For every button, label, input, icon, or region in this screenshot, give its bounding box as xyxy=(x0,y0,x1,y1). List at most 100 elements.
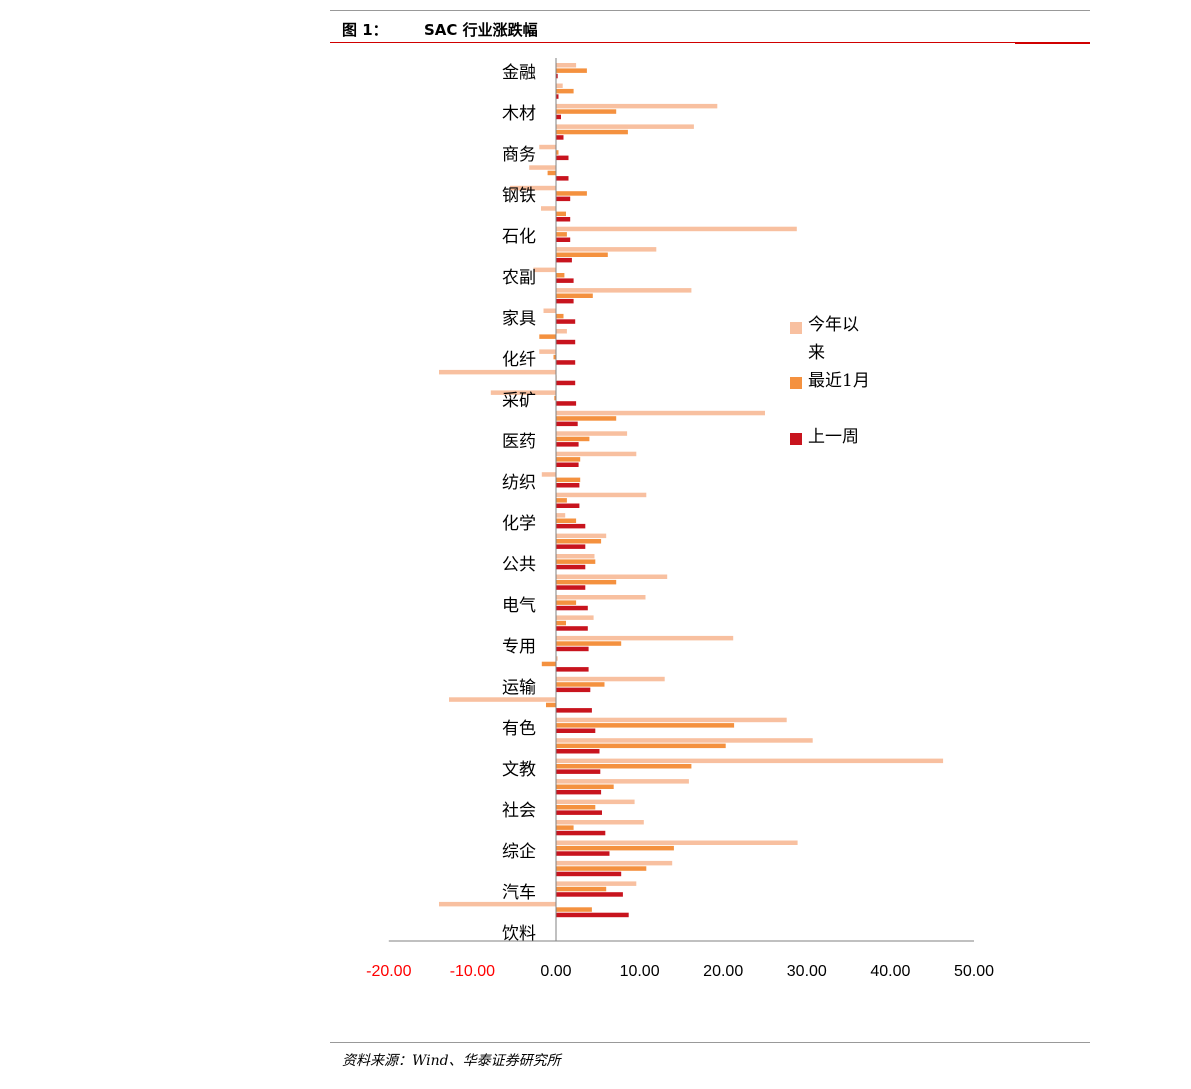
bar-month xyxy=(556,252,608,257)
figure-label: 图 1： xyxy=(342,21,388,39)
bar-month xyxy=(556,825,574,830)
bar-ytd xyxy=(556,779,689,784)
bar-week xyxy=(556,769,601,774)
bar-week xyxy=(556,523,586,529)
bar-week xyxy=(556,196,571,202)
bar-ytd xyxy=(556,451,637,457)
bottom-rule xyxy=(330,1042,1090,1043)
bar-ytd xyxy=(543,308,556,313)
bar-week xyxy=(556,442,579,447)
bar-week xyxy=(556,646,589,652)
category-label: 金融 xyxy=(502,63,536,83)
bar-week xyxy=(556,135,564,140)
category-label: 饮料 xyxy=(502,924,536,944)
category-label: 木材 xyxy=(502,104,536,124)
bar-ytd xyxy=(556,595,646,600)
bar-month xyxy=(556,191,587,196)
bar-ytd xyxy=(541,206,556,211)
bar-month xyxy=(556,129,628,135)
bar-month xyxy=(554,395,556,401)
bar-month xyxy=(556,68,587,73)
bar-ytd xyxy=(556,758,944,764)
bar-month xyxy=(556,457,581,462)
bar-month xyxy=(556,682,605,687)
bar-ytd xyxy=(556,738,813,743)
top-rule xyxy=(330,10,1090,11)
legend-label: 上一周 xyxy=(808,427,859,447)
bar-month xyxy=(556,88,574,94)
category-label: 公共 xyxy=(502,555,536,575)
bar-ytd xyxy=(556,226,797,232)
bar-month xyxy=(546,702,556,708)
bar-ytd xyxy=(556,329,567,334)
bar-week xyxy=(556,155,569,161)
bar-week xyxy=(556,687,591,693)
bar-ytd xyxy=(556,656,558,661)
bar-month xyxy=(556,620,566,626)
bar-week xyxy=(556,114,561,120)
bar-week xyxy=(556,483,580,488)
bar-ytd xyxy=(490,390,556,395)
bar-week xyxy=(556,667,589,672)
legend-label-cont: 来 xyxy=(808,343,825,363)
bar-week xyxy=(556,564,586,570)
bar-week xyxy=(556,298,574,304)
bar-ytd xyxy=(556,103,718,109)
title-rule-accent xyxy=(1015,42,1090,44)
category-label: 社会 xyxy=(502,801,536,821)
bar-month xyxy=(556,477,581,483)
bar-week xyxy=(556,605,588,611)
bar-month xyxy=(541,661,556,667)
bar-month xyxy=(556,886,607,892)
category-label: 电气 xyxy=(502,596,536,616)
bar-ytd xyxy=(556,431,628,436)
bar-week xyxy=(556,237,571,242)
source-note: 资料来源：Wind、华泰证券研究所 xyxy=(342,1053,561,1069)
bar-month xyxy=(556,723,735,728)
bar-week xyxy=(556,749,600,754)
figure-title-text: SAC 行业涨跌幅 xyxy=(424,21,538,39)
bar-week xyxy=(556,728,596,733)
bar-month xyxy=(556,313,564,319)
bar-ytd xyxy=(449,697,556,702)
bar-week xyxy=(556,401,577,406)
bar-ytd xyxy=(439,369,556,375)
bar-month xyxy=(556,518,577,523)
category-label: 有色 xyxy=(502,719,536,739)
bar-ytd xyxy=(556,860,673,866)
legend-label: 今年以 xyxy=(808,315,859,335)
category-label: 商务 xyxy=(502,145,536,165)
bar-week xyxy=(556,73,558,79)
category-label: 专用 xyxy=(502,637,536,657)
bar-ytd xyxy=(556,574,668,579)
bar-week xyxy=(556,708,592,713)
bar-month xyxy=(556,764,692,769)
bar-ytd xyxy=(529,165,556,170)
bar-ytd xyxy=(541,472,556,477)
category-label: 文教 xyxy=(502,760,536,780)
bar-week xyxy=(556,360,576,365)
bar-ytd xyxy=(556,410,765,416)
legend-swatch xyxy=(790,377,802,389)
x-tick-label: 40.00 xyxy=(870,963,910,980)
bar-ytd xyxy=(510,185,556,191)
x-tick-label: 0.00 xyxy=(540,963,571,980)
category-label: 采矿 xyxy=(502,391,536,411)
bar-month xyxy=(556,273,565,278)
bar-month xyxy=(556,211,566,217)
legend-swatch xyxy=(790,433,802,445)
bar-ytd xyxy=(539,349,556,354)
bar-ytd xyxy=(556,124,694,129)
bar-month xyxy=(556,579,617,585)
bar-ytd xyxy=(556,554,595,559)
bar-ytd xyxy=(439,901,556,907)
bar-ytd xyxy=(556,615,594,620)
bar-week xyxy=(556,851,610,856)
bar-month xyxy=(556,293,593,298)
bar-month xyxy=(556,641,622,646)
bar-month xyxy=(556,907,592,912)
x-tick-label: 10.00 xyxy=(620,963,660,980)
bar-ytd xyxy=(556,820,644,825)
bar-week xyxy=(556,626,588,631)
